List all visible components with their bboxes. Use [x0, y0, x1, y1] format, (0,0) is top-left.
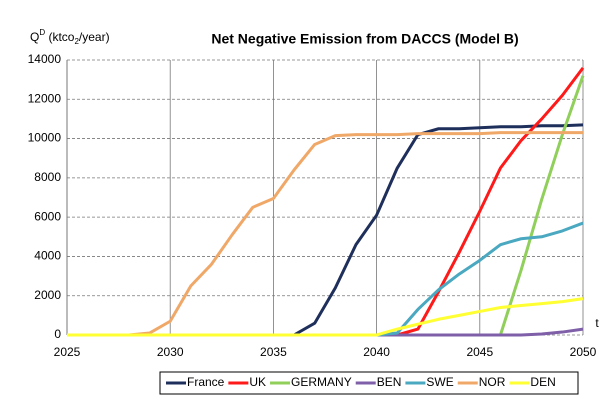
- legend-label: BEN: [377, 375, 402, 389]
- legend-label: GERMANY: [291, 375, 352, 389]
- y-label-part: (ktco: [45, 30, 75, 44]
- chart-title: Net Negative Emission from DACCS (Model …: [211, 31, 518, 47]
- series-line: [67, 123, 584, 337]
- x-axis-label: t: [595, 316, 599, 330]
- legend-box: [159, 371, 579, 395]
- x-tick-label: 2040: [363, 345, 390, 359]
- x-tick-label: 2045: [466, 345, 493, 359]
- series-line: [67, 66, 585, 337]
- y-tick-label: 12000: [28, 91, 62, 105]
- legend-label: France: [187, 375, 225, 389]
- y-tick-label: 0: [54, 327, 61, 341]
- y-axis-label: QD (ktco2/year): [30, 28, 110, 46]
- y-tick-label: 10000: [28, 131, 62, 145]
- y-label-part: 2: [74, 37, 79, 46]
- legend-label: DEN: [530, 375, 555, 389]
- legend-label: NOR: [479, 375, 506, 389]
- series-line: [67, 131, 583, 337]
- x-tick-label: 2050: [570, 345, 597, 359]
- series-line: [67, 297, 584, 337]
- y-label-part: D: [39, 28, 45, 37]
- x-tick-label: 2025: [54, 345, 81, 359]
- y-tick-label: 8000: [34, 170, 61, 184]
- x-tick-label: 2030: [157, 345, 184, 359]
- legend-label: UK: [249, 375, 266, 389]
- x-tick-label: 2035: [260, 345, 287, 359]
- y-label-part: /year): [79, 30, 110, 44]
- y-tick-label: 4000: [34, 249, 61, 263]
- y-tick-label: 2000: [34, 288, 61, 302]
- y-tick-label: 14000: [28, 52, 62, 66]
- y-tick-label: 6000: [34, 209, 61, 223]
- y-label-part: Q: [30, 30, 39, 44]
- legend-label: SWE: [426, 375, 453, 389]
